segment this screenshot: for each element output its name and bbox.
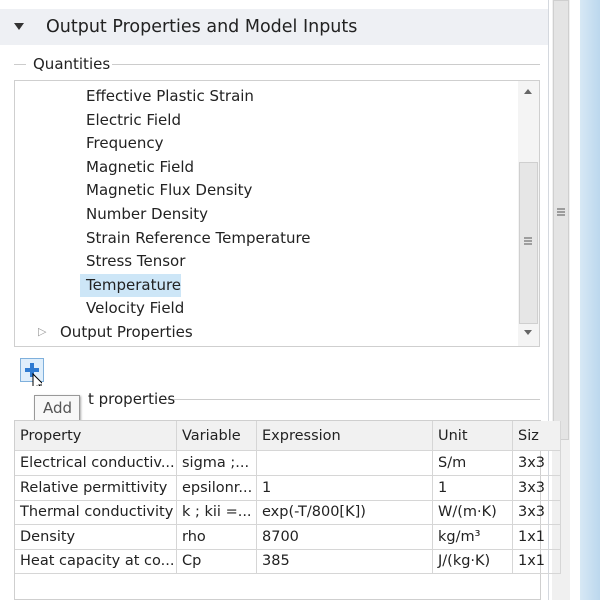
quantity-item[interactable]: Number Density <box>86 205 209 223</box>
table-cell[interactable]: 1 <box>433 475 513 501</box>
quantity-item[interactable]: Magnetic Flux Density <box>86 181 253 200</box>
window-edge <box>580 0 600 600</box>
table-cell[interactable]: Cp <box>177 549 257 575</box>
quantity-item[interactable]: Electric Field <box>86 110 181 129</box>
column-header[interactable]: Siz <box>513 421 561 451</box>
group-label: Quantities <box>33 55 111 73</box>
tree-node[interactable]: Output Properties <box>60 323 193 341</box>
table-cell[interactable]: sigma ;... <box>177 451 257 476</box>
table-cell[interactable]: W/(m·K) <box>433 500 513 526</box>
column-header[interactable]: Expression <box>257 421 433 451</box>
column-header[interactable]: Variable <box>177 421 257 451</box>
list-scroll-thumb[interactable] <box>519 162 538 324</box>
table-cell[interactable]: k ; kii =... <box>177 500 257 526</box>
table-cell[interactable]: S/m <box>433 451 513 476</box>
table-cell[interactable]: J/(kg·K) <box>433 549 513 575</box>
quantity-item[interactable]: Temperature <box>86 275 182 294</box>
table-cell[interactable]: 3x3 <box>513 451 561 476</box>
table-cell[interactable]: kg/m³ <box>433 524 513 550</box>
table-cell[interactable]: 1 <box>257 475 433 501</box>
column-header[interactable]: Unit <box>433 421 513 451</box>
quantity-list <box>14 80 540 347</box>
quantity-item[interactable]: Effective Plastic Strain <box>86 87 254 105</box>
grip <box>557 208 565 216</box>
section-header[interactable] <box>0 9 548 45</box>
table-cell[interactable]: Heat capacity at co... <box>15 549 177 575</box>
table-cell[interactable]: 3x3 <box>513 500 561 526</box>
group-line <box>14 64 26 65</box>
scroll-arrows <box>524 89 532 335</box>
table-cell[interactable]: Density <box>15 524 177 550</box>
table-cell[interactable]: 8700 <box>257 524 433 550</box>
table-cell[interactable]: 1x1 <box>513 549 561 575</box>
add-icon <box>25 363 42 386</box>
group-line <box>112 64 540 65</box>
table-cell[interactable] <box>257 451 433 476</box>
selection-highlight <box>80 273 181 297</box>
table-cell[interactable]: 3x3 <box>513 475 561 501</box>
table-cell[interactable]: Thermal conductivity <box>15 500 177 526</box>
column-header[interactable]: Property <box>15 421 177 451</box>
collapse-arrow[interactable] <box>14 22 26 32</box>
tree-arrow[interactable]: ▷ <box>38 325 47 338</box>
group-label: t properties <box>88 390 176 408</box>
tooltip-text: Add <box>43 399 73 417</box>
quantity-item[interactable]: Strain Reference Temperature <box>86 228 311 247</box>
quantity-item[interactable]: Stress Tensor <box>86 252 186 271</box>
section-title: Output Properties and Model Inputs <box>46 17 358 37</box>
table-cell[interactable]: 385 <box>257 549 433 575</box>
quantity-item[interactable]: Velocity Field <box>86 299 185 318</box>
table-cell[interactable]: exp(-T/800[K]) <box>257 500 433 526</box>
table-cell[interactable]: epsilonr... <box>177 475 257 501</box>
table-cell[interactable]: rho <box>177 524 257 550</box>
table-cell[interactable]: Electrical conductiv... <box>15 451 177 476</box>
table-cell[interactable]: Relative permittivity <box>15 475 177 501</box>
quantity-item[interactable]: Magnetic Field <box>86 157 195 176</box>
quantity-item[interactable]: Frequency <box>86 134 164 153</box>
panel-scroll-thumb[interactable] <box>553 0 569 440</box>
group-line <box>160 399 540 400</box>
table-cell[interactable]: 1x1 <box>513 524 561 550</box>
